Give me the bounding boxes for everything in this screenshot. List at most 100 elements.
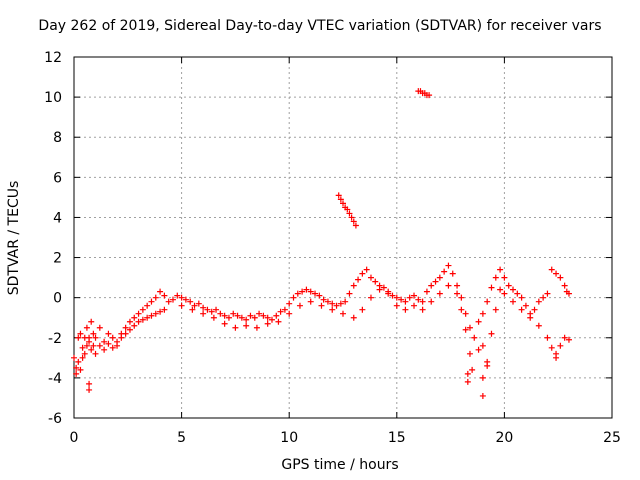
data-point: [406, 294, 413, 301]
data-points: [71, 88, 572, 399]
data-point: [471, 334, 478, 341]
x-tick-label: 10: [280, 430, 298, 446]
data-point: [210, 314, 217, 321]
data-point: [355, 276, 362, 283]
data-point: [312, 290, 319, 297]
data-point: [449, 270, 456, 277]
data-point: [86, 338, 93, 345]
data-point: [92, 350, 99, 357]
data-point: [114, 342, 121, 349]
data-point: [303, 286, 310, 293]
data-point: [428, 298, 435, 305]
data-point: [243, 316, 250, 323]
data-point: [475, 346, 482, 353]
data-point: [286, 310, 293, 317]
data-point: [561, 282, 568, 289]
data-point: [553, 270, 560, 277]
data-point: [139, 306, 146, 313]
data-point: [148, 312, 155, 319]
data-point: [510, 286, 517, 293]
data-point: [253, 324, 260, 331]
data-point: [165, 298, 172, 305]
data-point: [73, 370, 80, 377]
data-point: [296, 302, 303, 309]
y-tick-label: 0: [53, 291, 62, 307]
data-point: [307, 298, 314, 305]
data-point: [260, 312, 267, 319]
data-point: [398, 296, 405, 303]
data-point: [77, 330, 84, 337]
data-point: [75, 358, 82, 365]
data-point: [464, 370, 471, 377]
data-point: [329, 300, 336, 307]
data-point: [324, 298, 331, 305]
data-point: [247, 312, 254, 319]
data-point: [479, 392, 486, 399]
data-point: [522, 302, 529, 309]
data-point: [544, 334, 551, 341]
data-point: [423, 288, 430, 295]
x-tick-label: 5: [177, 430, 186, 446]
data-point: [548, 266, 555, 273]
data-point: [238, 314, 245, 321]
data-point: [510, 298, 517, 305]
data-point: [348, 214, 355, 221]
data-point: [139, 316, 146, 323]
data-point: [344, 206, 351, 213]
data-point: [83, 324, 90, 331]
data-point: [161, 292, 168, 299]
data-point: [92, 334, 99, 341]
data-point: [264, 320, 271, 327]
data-point: [535, 298, 542, 305]
data-point: [232, 324, 239, 331]
data-point: [88, 318, 95, 325]
data-point: [83, 342, 90, 349]
data-point: [178, 302, 185, 309]
data-point: [277, 308, 284, 315]
data-point: [492, 274, 499, 281]
data-point: [161, 306, 168, 313]
data-point: [73, 364, 80, 371]
data-point: [548, 344, 555, 351]
data-point: [350, 282, 357, 289]
data-point: [432, 278, 439, 285]
data-point: [264, 314, 271, 321]
data-point: [294, 290, 301, 297]
y-tick-label: 2: [53, 251, 62, 267]
y-tick-label: 10: [44, 90, 62, 106]
data-point: [367, 294, 374, 301]
data-point: [497, 266, 504, 273]
data-point: [402, 298, 409, 305]
data-point: [346, 210, 353, 217]
data-point: [195, 300, 202, 307]
data-point: [479, 374, 486, 381]
data-point: [458, 294, 465, 301]
data-point: [346, 290, 353, 297]
data-point: [109, 344, 116, 351]
data-point: [256, 310, 263, 317]
data-point: [90, 330, 97, 337]
data-point: [458, 306, 465, 313]
chart-title: Day 262 of 2019, Sidereal Day-to-day VTE…: [38, 18, 602, 34]
data-point: [464, 378, 471, 385]
data-point: [144, 314, 151, 321]
data-point: [86, 380, 93, 387]
data-point: [462, 326, 469, 333]
data-point: [131, 314, 138, 321]
data-point: [118, 334, 125, 341]
data-point: [565, 336, 572, 343]
data-point: [230, 310, 237, 317]
data-point: [479, 310, 486, 317]
data-point: [337, 300, 344, 307]
data-point: [157, 308, 164, 315]
data-point: [518, 294, 525, 301]
data-point: [462, 310, 469, 317]
data-point: [178, 294, 185, 301]
x-tick-label: 15: [388, 430, 406, 446]
data-point: [475, 318, 482, 325]
data-point: [148, 298, 155, 305]
data-point: [88, 346, 95, 353]
data-point: [109, 334, 116, 341]
data-point: [441, 268, 448, 275]
